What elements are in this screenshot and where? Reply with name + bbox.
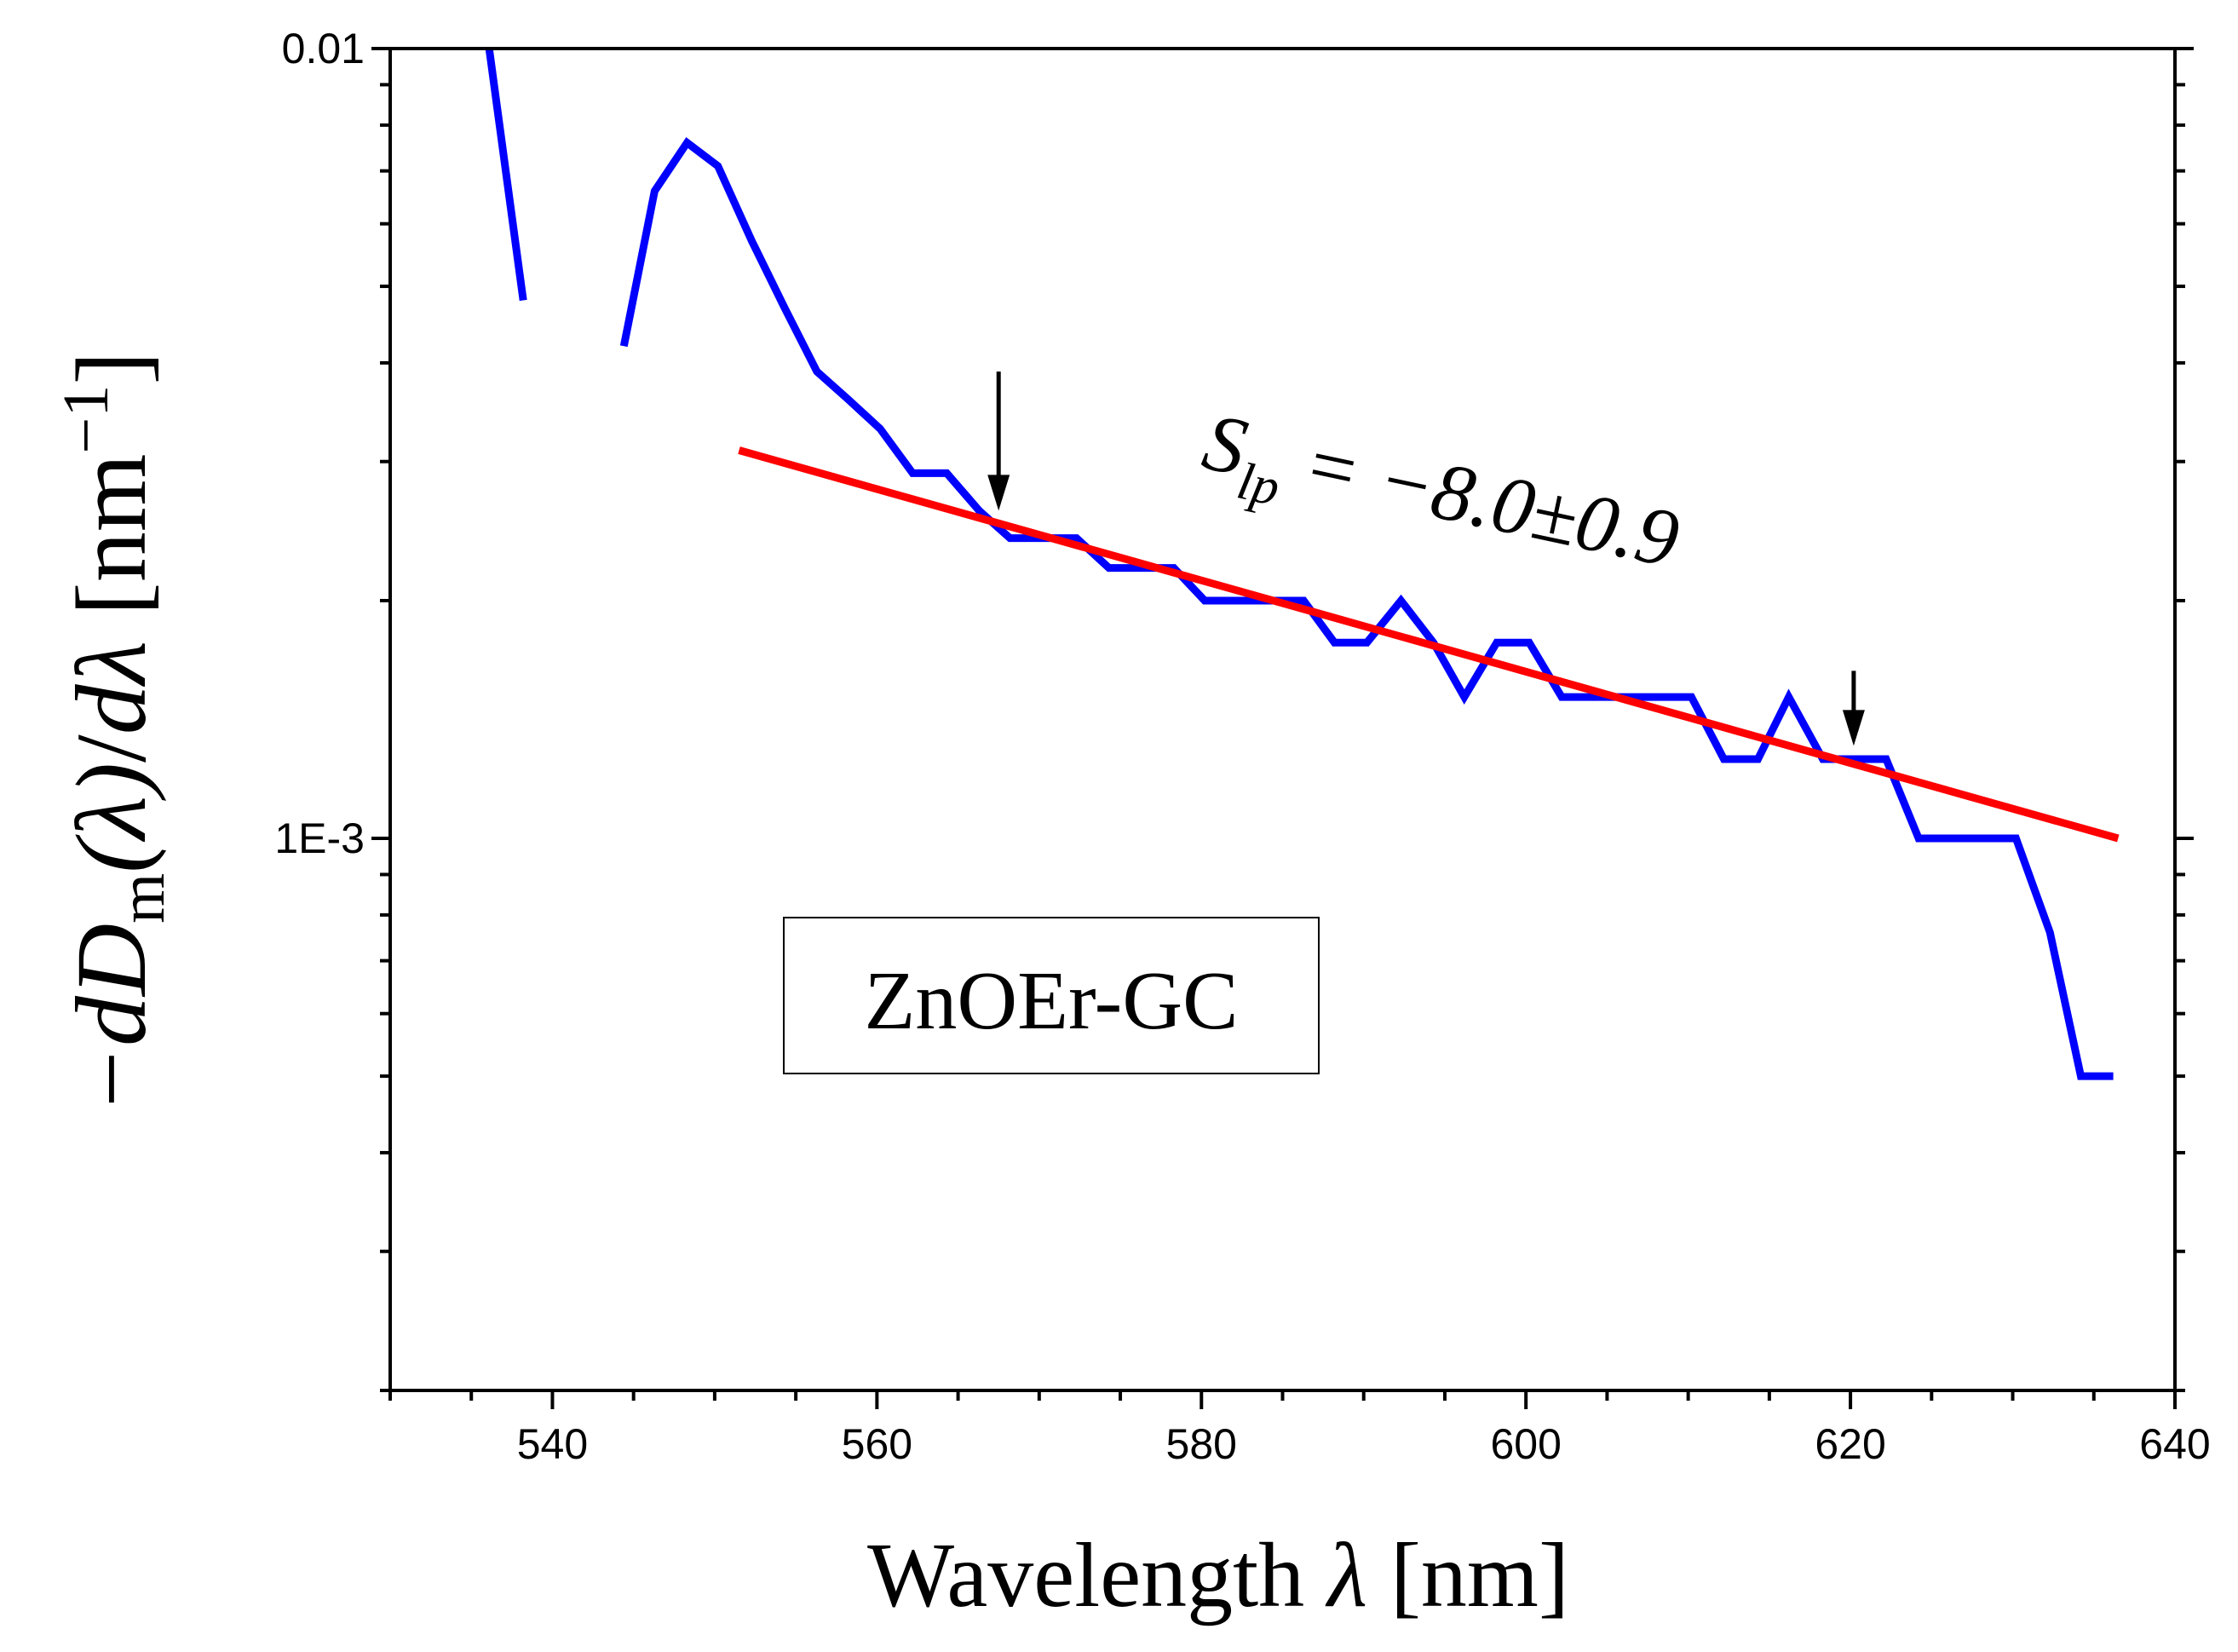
y-tick-label-0: 0.01 (282, 25, 365, 72)
arrow-head-1 (1842, 710, 1865, 746)
tick-labels: 540 560 580 600 620 640 0.01 1E-3 (274, 25, 2210, 1468)
series-data-segment-2 (619, 137, 2114, 1080)
y-title-unit-open: [nm (55, 453, 167, 615)
x-tick-label-540: 540 (517, 1420, 588, 1468)
x-axis-title: Wavelength λ [nm] (867, 1525, 1569, 1626)
y-title-sub: m (106, 873, 178, 924)
x-axis-title-unit: [nm] (1390, 1525, 1569, 1626)
y-tick-label-1: 1E-3 (274, 814, 365, 862)
slope-value: = −8.0±0.9 (1276, 412, 1687, 584)
x-tick-label-600: 600 (1490, 1420, 1561, 1468)
y-title-unit-exp: −1 (50, 385, 122, 454)
x-tick-label-620: 620 (1815, 1420, 1885, 1468)
annotation-arrows (987, 371, 1865, 746)
plot-lines (485, 48, 2120, 1080)
y-title-unit-close: ] (55, 351, 167, 384)
x-tick-label-640: 640 (2139, 1420, 2210, 1468)
y-title-minus-d: −d (55, 995, 167, 1114)
x-axis-title-symbol: λ (1325, 1525, 1367, 1626)
x-tick-label-560: 560 (842, 1420, 912, 1468)
y-title-dlambda: dλ (55, 641, 167, 734)
y-title-slash: / (55, 734, 167, 763)
legend-box-label: ZnOEr-GC (865, 955, 1239, 1047)
series-linear-fit (738, 446, 2120, 843)
y-title-paren: (λ) (55, 763, 167, 873)
y-title-D: D (55, 924, 167, 998)
legend-box-frame (783, 917, 1320, 1074)
x-tick-label-580: 580 (1166, 1420, 1237, 1468)
slope-annotation: Slp = −8.0±0.9 (1193, 395, 1687, 601)
y-axis-title: −dDm(λ)/dλ [nm−1] (50, 351, 178, 1114)
axes (371, 47, 2194, 1409)
arrow-head-0 (987, 475, 1010, 511)
x-axis-title-word: Wavelength (867, 1525, 1304, 1626)
series-data-segment-1 (485, 48, 527, 302)
plot-frame (388, 47, 2177, 1392)
